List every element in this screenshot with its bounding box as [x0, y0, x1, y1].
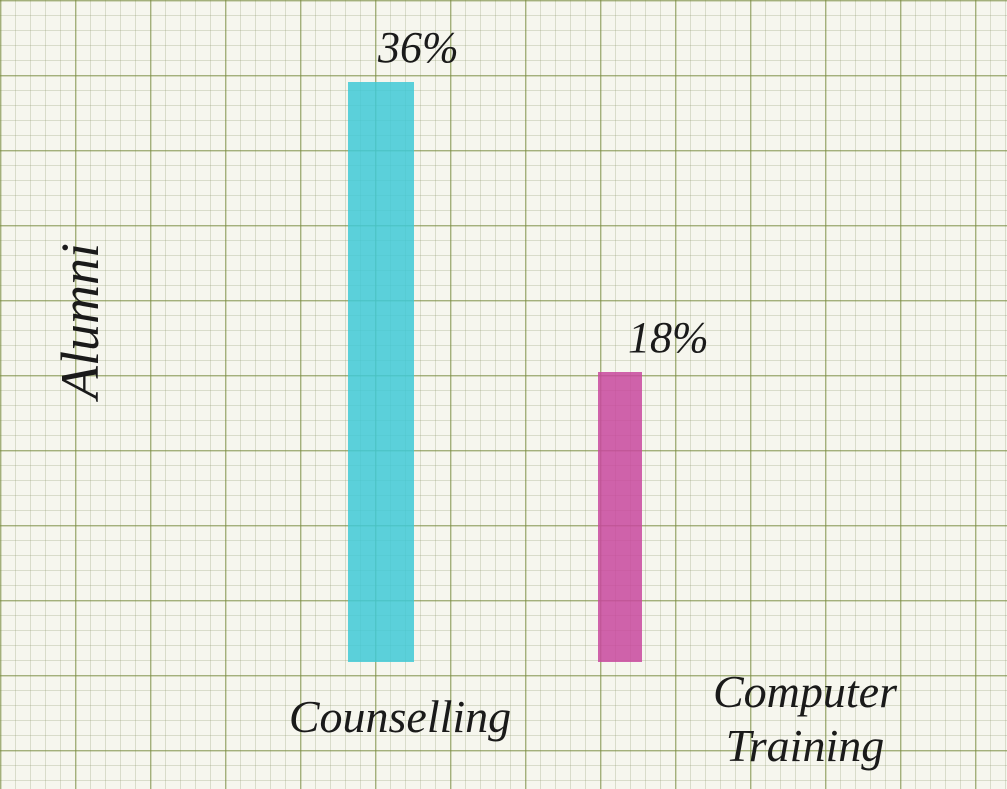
- bar: [598, 372, 642, 662]
- data-label: 18%: [628, 313, 709, 363]
- data-label: 36%: [378, 23, 459, 73]
- x-tick-label: Counselling: [288, 691, 512, 742]
- bar: [348, 82, 414, 662]
- y-axis-label: Alumni: [50, 243, 110, 399]
- x-tick-label: Computer Training: [713, 666, 897, 771]
